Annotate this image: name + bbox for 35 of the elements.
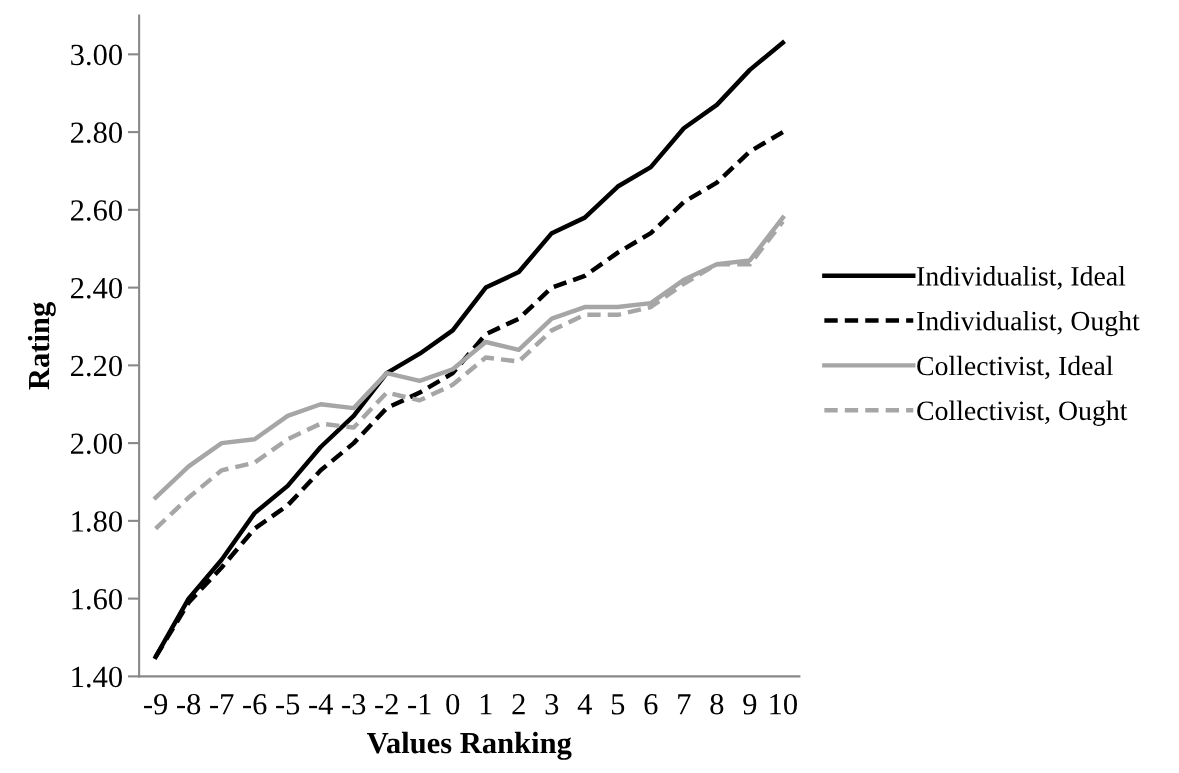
x-tick-label: -7 — [210, 694, 234, 715]
x-tick-label: -8 — [177, 693, 201, 715]
x-tick-label: 5 — [611, 694, 625, 715]
x-tick-label: 2 — [512, 694, 525, 715]
y-tick-label: 2.20 — [71, 355, 122, 377]
y-tick-label: 2.60 — [71, 200, 122, 221]
y-tick-label: 2.40 — [71, 277, 122, 299]
y-tick-label: 3.00 — [71, 44, 122, 66]
x-tick-label: 1 — [480, 694, 492, 715]
legend-label: Individualist, Ideal — [917, 266, 1126, 290]
x-tick-label: 4 — [577, 694, 592, 715]
legend-label: Collectivist, Ideal — [917, 355, 1113, 380]
x-tick-label: -3 — [342, 694, 366, 715]
x-tick-label: -5 — [276, 694, 300, 715]
y-tick-label: 1.60 — [72, 588, 122, 610]
x-tick-label: -9 — [144, 694, 168, 715]
x-tick-label: -4 — [309, 694, 333, 715]
x-tick-label: 6 — [644, 694, 658, 715]
x-axis-title: Values Ranking — [366, 731, 572, 760]
y-tick-label: 2.80 — [71, 122, 122, 144]
x-tick-label: -1 — [408, 694, 431, 715]
legend-label: Collectivist, Ought — [917, 400, 1128, 426]
x-tick-label: 9 — [743, 694, 757, 715]
x-tick-label: 7 — [678, 694, 691, 715]
x-tick-label: 8 — [710, 693, 724, 715]
legend-label: Individualist, Ought — [917, 310, 1140, 337]
y-tick-label: 2.00 — [71, 433, 122, 455]
y-axis-title: Rating — [27, 302, 56, 390]
x-tick-label: 0 — [446, 693, 460, 715]
x-tick-label: 3 — [545, 694, 559, 715]
x-tick-label: -6 — [243, 694, 267, 715]
x-tick-label: 10 — [770, 693, 797, 715]
y-tick-label: 1.40 — [72, 666, 122, 688]
y-tick-label: 1.80 — [72, 511, 122, 532]
x-tick-label: -2 — [375, 694, 398, 715]
